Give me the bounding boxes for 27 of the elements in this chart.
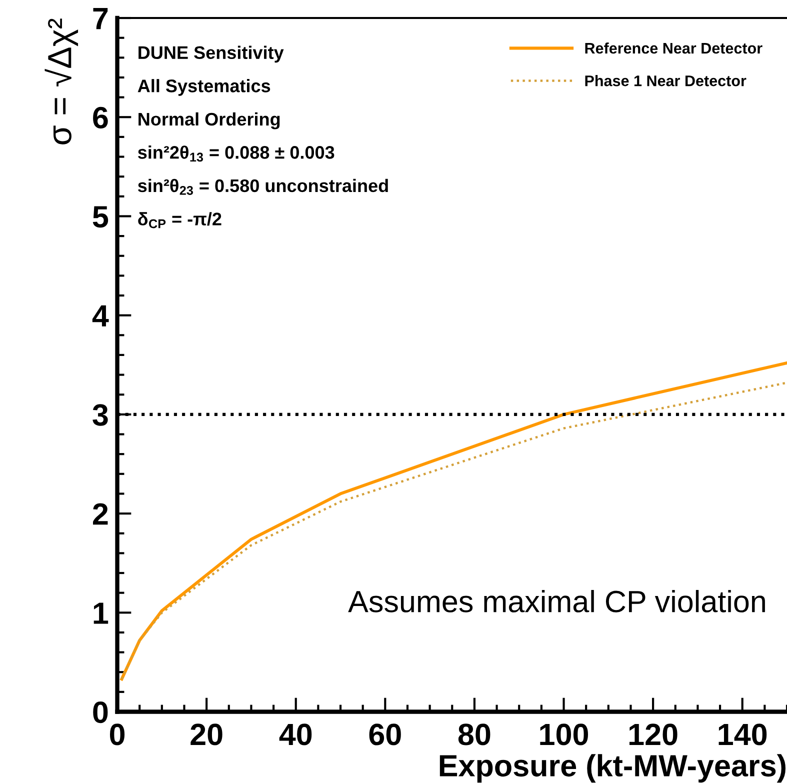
annotation: sin²2θ$_{13}$ = 0.088 ± 0.003 xyxy=(138,146,334,162)
y-tick-label: 0 xyxy=(93,701,108,724)
y-axis-title: σ = √Δχ² xyxy=(44,18,78,144)
y-tick-label: 4 xyxy=(92,305,109,326)
x-tick-label: 100 xyxy=(540,724,588,746)
annotation: Normal Ordering xyxy=(138,112,280,130)
annotation: Assumes maximal CP violation xyxy=(348,590,765,612)
x-tick-label: 80 xyxy=(458,724,490,746)
x-tick-label: 60 xyxy=(369,724,401,746)
y-tick-label: 6 xyxy=(93,106,108,128)
y-tick-label: 1 xyxy=(94,602,108,624)
x-axis-title: Exposure (kt-MW-years) xyxy=(440,754,786,783)
x-tick-label: 120 xyxy=(629,724,678,746)
annotation: sin²θ$_{23}$ = 0.580 unconstrained xyxy=(138,178,388,195)
y-tick-label: 5 xyxy=(92,206,108,228)
x-tick-label: 0 xyxy=(110,724,125,746)
y-tick-label: 3 xyxy=(92,404,108,426)
annotation: δ$_{CP}$ = -π/2 xyxy=(138,212,222,228)
legend-label: Phase 1 Near Detector xyxy=(585,75,746,86)
y-tick-label: 2 xyxy=(93,503,108,525)
annotation: All Systematics xyxy=(138,79,270,96)
x-tick-label: 140 xyxy=(718,724,767,746)
annotation: DUNE Sensitivity xyxy=(138,46,284,63)
x-tick-label: 20 xyxy=(190,724,222,746)
legend-label: Reference Near Detector xyxy=(585,42,762,54)
y-tick-label: 7 xyxy=(93,8,108,30)
x-tick-label: 40 xyxy=(279,724,312,746)
